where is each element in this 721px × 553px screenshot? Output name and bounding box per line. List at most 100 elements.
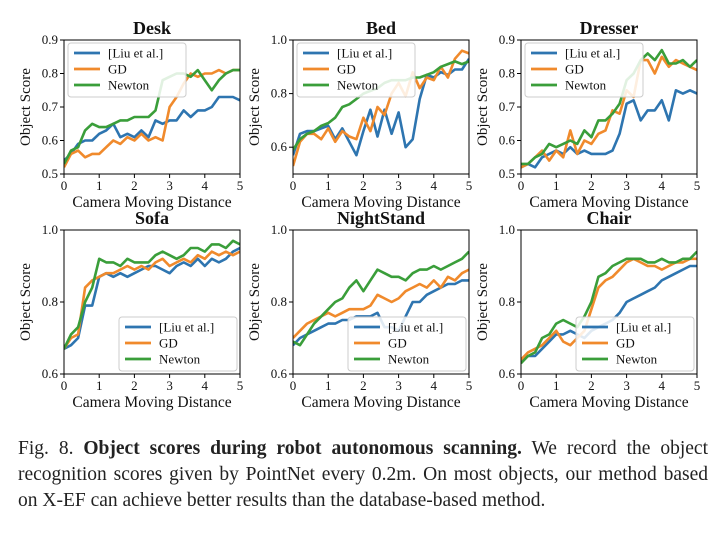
legend-label-gd: GD bbox=[565, 62, 584, 77]
legend-label-liu: [Liu et al.] bbox=[108, 46, 163, 61]
chart-title: NightStand bbox=[337, 208, 425, 228]
x-tick-label: 3 bbox=[166, 178, 173, 193]
y-tick-label: 1.0 bbox=[271, 222, 287, 237]
y-tick-label: 0.8 bbox=[42, 66, 58, 81]
y-tick-label: 0.7 bbox=[499, 99, 516, 114]
x-tick-label: 0 bbox=[290, 378, 297, 393]
x-tick-label: 4 bbox=[431, 178, 438, 193]
x-axis-label: Camera Moving Distance bbox=[301, 194, 460, 211]
figure-caption: Fig. 8. Object scores during robot auton… bbox=[18, 436, 708, 514]
x-tick-label: 0 bbox=[61, 178, 68, 193]
series-line-gd bbox=[521, 257, 697, 361]
x-tick-label: 4 bbox=[431, 378, 438, 393]
y-tick-label: 0.9 bbox=[499, 32, 515, 47]
y-tick-label: 0.6 bbox=[271, 139, 288, 154]
x-tick-label: 3 bbox=[623, 178, 630, 193]
chart-panel-dresser: Dresser 0 1 2 3 4 5 0.5 0.6 0.7 0.8 0.9 Camera Movin… bbox=[475, 18, 700, 211]
series-lines bbox=[521, 48, 697, 169]
legend-label-liu: [Liu et al.] bbox=[337, 46, 392, 61]
y-tick-label: 1.0 bbox=[499, 222, 515, 237]
legend-label-gd: GD bbox=[388, 336, 407, 351]
caption-title: Object scores during robot autonomous sc… bbox=[83, 438, 522, 459]
y-axis-label: Object Score bbox=[475, 263, 491, 341]
series-line-liu bbox=[293, 58, 469, 157]
x-tick-label: 2 bbox=[588, 178, 595, 193]
legend-label-gd: GD bbox=[108, 62, 127, 77]
x-tick-label: 5 bbox=[237, 178, 244, 193]
y-tick-label: 0.6 bbox=[42, 366, 59, 381]
x-axis-label: Camera Moving Distance bbox=[529, 394, 688, 411]
y-axis-label: Object Score bbox=[18, 263, 34, 341]
y-axis-label: Object Score bbox=[247, 68, 263, 146]
x-tick-label: 3 bbox=[623, 378, 630, 393]
legend-label-newton: Newton bbox=[159, 352, 201, 367]
plot-frame bbox=[292, 39, 470, 175]
chart-panel-chair: Chair 0 1 2 3 4 5 0.6 0.8 1.0 Camera Moving Distan… bbox=[475, 208, 700, 411]
legend-label-liu: [Liu et al.] bbox=[616, 320, 671, 335]
series-line-newton bbox=[521, 48, 697, 166]
x-tick-label: 3 bbox=[395, 178, 402, 193]
legend-box bbox=[575, 316, 695, 372]
y-axis-label: Object Score bbox=[247, 263, 263, 341]
x-tick-label: 0 bbox=[290, 178, 297, 193]
x-tick-label: 2 bbox=[131, 178, 138, 193]
legend-label-liu: [Liu et al.] bbox=[388, 320, 443, 335]
series-line-liu bbox=[521, 89, 697, 169]
chart-title: Dresser bbox=[580, 18, 639, 38]
y-axis-label: Object Score bbox=[18, 68, 34, 146]
x-tick-label: 4 bbox=[202, 178, 209, 193]
y-tick-label: 0.6 bbox=[499, 133, 516, 148]
y-tick-label: 0.5 bbox=[42, 166, 58, 181]
y-tick-label: 1.0 bbox=[42, 222, 58, 237]
legend-label-newton: Newton bbox=[616, 352, 658, 367]
y-tick-label: 0.6 bbox=[271, 366, 288, 381]
x-tick-label: 5 bbox=[237, 378, 244, 393]
y-tick-label: 0.8 bbox=[42, 294, 58, 309]
x-axis-label: Camera Moving Distance bbox=[72, 394, 231, 411]
legend-box bbox=[296, 42, 416, 98]
x-tick-label: 2 bbox=[360, 178, 367, 193]
series-line-newton bbox=[521, 250, 697, 365]
legend-label-newton: Newton bbox=[565, 78, 607, 93]
series-line-newton bbox=[293, 250, 469, 347]
series-line-newton bbox=[64, 239, 240, 350]
series-line-gd bbox=[64, 68, 240, 168]
y-tick-label: 0.7 bbox=[42, 99, 59, 114]
y-tick-label: 0.9 bbox=[42, 32, 58, 47]
legend-label-newton: Newton bbox=[108, 78, 150, 93]
x-tick-label: 5 bbox=[466, 178, 473, 193]
x-tick-label: 3 bbox=[395, 378, 402, 393]
x-axis-label: Camera Moving Distance bbox=[301, 394, 460, 411]
x-tick-label: 2 bbox=[588, 378, 595, 393]
legend-label-liu: [Liu et al.] bbox=[159, 320, 214, 335]
legend-label-gd: GD bbox=[337, 62, 356, 77]
x-tick-label: 1 bbox=[325, 378, 332, 393]
x-tick-label: 2 bbox=[131, 378, 138, 393]
chart-title: Bed bbox=[366, 18, 396, 38]
legend-label-liu: [Liu et al.] bbox=[565, 46, 620, 61]
y-tick-label: 0.6 bbox=[499, 366, 516, 381]
chart-panel-desk: Desk 0 1 2 3 4 5 0.5 0.6 0.7 0.8 0.9 Camera Moving D… bbox=[18, 18, 243, 211]
x-tick-label: 4 bbox=[659, 178, 666, 193]
series-line-newton bbox=[64, 68, 240, 165]
x-tick-label: 5 bbox=[466, 378, 473, 393]
x-tick-label: 5 bbox=[694, 378, 701, 393]
y-tick-label: 0.8 bbox=[271, 86, 287, 101]
x-tick-label: 3 bbox=[166, 378, 173, 393]
legend-label-newton: Newton bbox=[388, 352, 430, 367]
chart-title: Desk bbox=[133, 18, 171, 38]
x-axis-label: Camera Moving Distance bbox=[529, 194, 688, 211]
chart-title: Chair bbox=[587, 208, 632, 228]
figure-panels: Desk 0 1 2 3 4 5 0.5 0.6 0.7 0.8 0.9 Camera Moving D… bbox=[18, 18, 700, 411]
caption-body: We record the object recognition scores … bbox=[18, 438, 709, 511]
caption-prefix: Fig. 8. bbox=[18, 438, 74, 459]
chart-title: Sofa bbox=[135, 208, 169, 228]
legend-label-gd: GD bbox=[616, 336, 635, 351]
y-tick-label: 1.0 bbox=[271, 32, 287, 47]
